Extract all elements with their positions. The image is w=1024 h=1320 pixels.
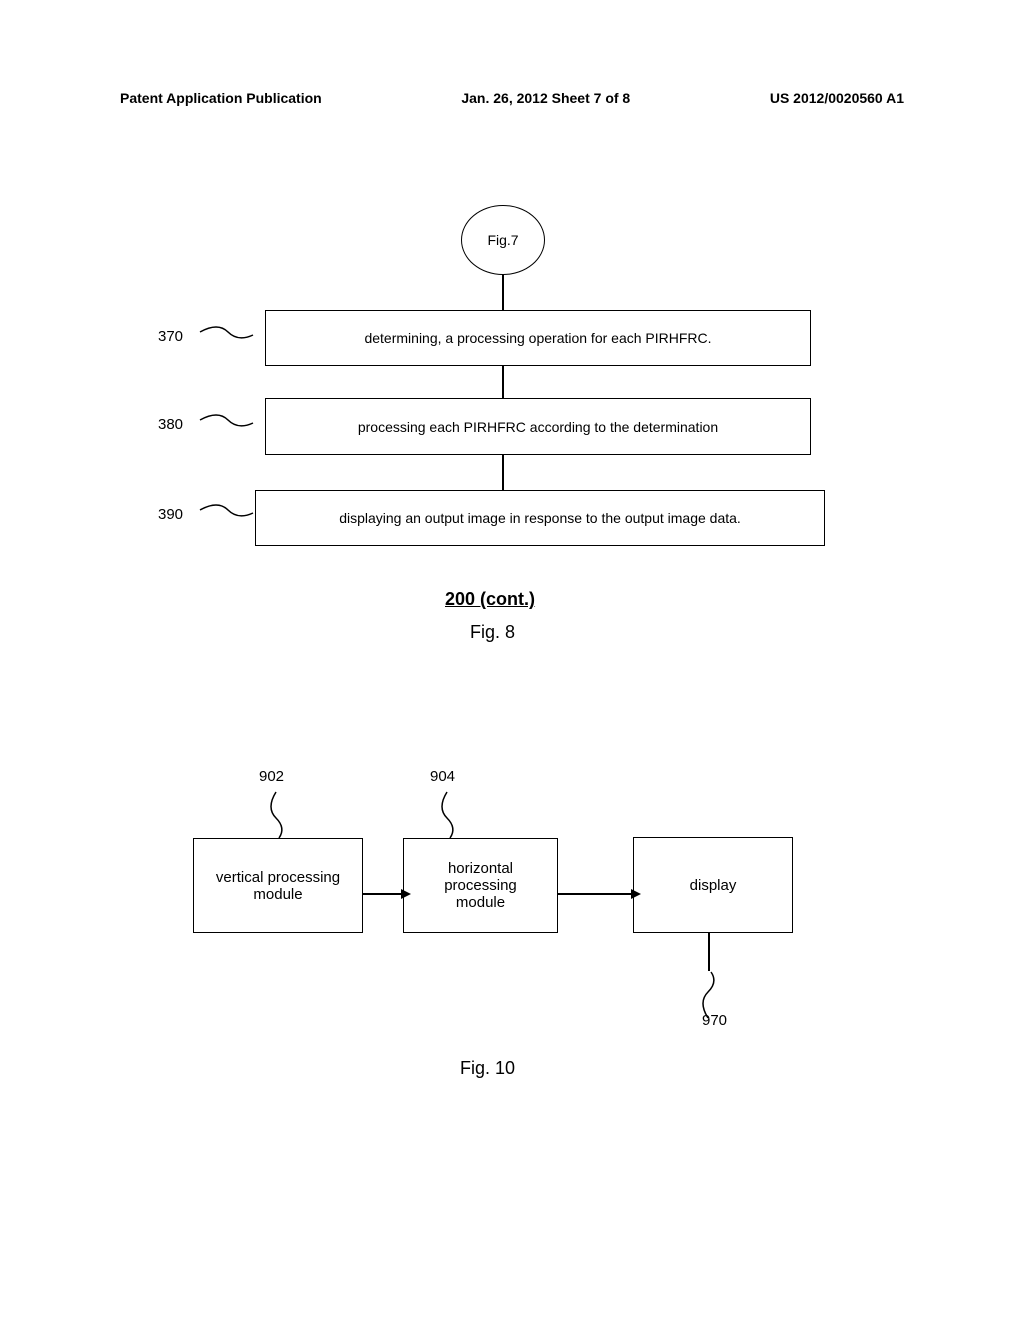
flowchart-step-380: processing each PIRHFRC according to the…: [265, 398, 811, 455]
ref-label-370: 370: [158, 328, 183, 345]
ref-label-904: 904: [430, 768, 455, 785]
block-box-2: display: [633, 837, 793, 933]
flowchart-step-390: displaying an output image in response t…: [255, 490, 825, 546]
arrow-line-0: [363, 893, 403, 895]
connector-line-2: [502, 455, 504, 490]
ref-arc-370: [198, 320, 258, 355]
ref-label-390: 390: [158, 506, 183, 523]
arrow-head-0: [401, 889, 411, 899]
ref-label-380: 380: [158, 416, 183, 433]
arrow-line-1: [558, 893, 633, 895]
arrow-head-1: [631, 889, 641, 899]
block-box-1: horizontal processing module: [403, 838, 558, 933]
fig8-title-ref: 200 (cont.): [445, 589, 535, 610]
ref-arc-390: [198, 498, 258, 533]
fig7-connector-label: Fig.7: [487, 232, 518, 248]
fig7-connector: Fig.7: [461, 205, 545, 275]
diagram-container: Fig.7 determining, a processing operatio…: [0, 0, 1024, 1320]
connector-line-1: [502, 366, 504, 398]
connector-line-970: [708, 933, 710, 971]
flowchart-step-370: determining, a processing operation for …: [265, 310, 811, 366]
fig10-label: Fig. 10: [460, 1058, 515, 1079]
connector-line-0: [502, 275, 504, 310]
ref-arc-904: [435, 790, 465, 845]
ref-arc-380: [198, 408, 258, 443]
ref-arc-902: [264, 790, 294, 845]
ref-arc-970: [696, 970, 726, 1025]
block-box-0: vertical processing module: [193, 838, 363, 933]
fig8-label: Fig. 8: [470, 622, 515, 643]
ref-label-902: 902: [259, 768, 284, 785]
